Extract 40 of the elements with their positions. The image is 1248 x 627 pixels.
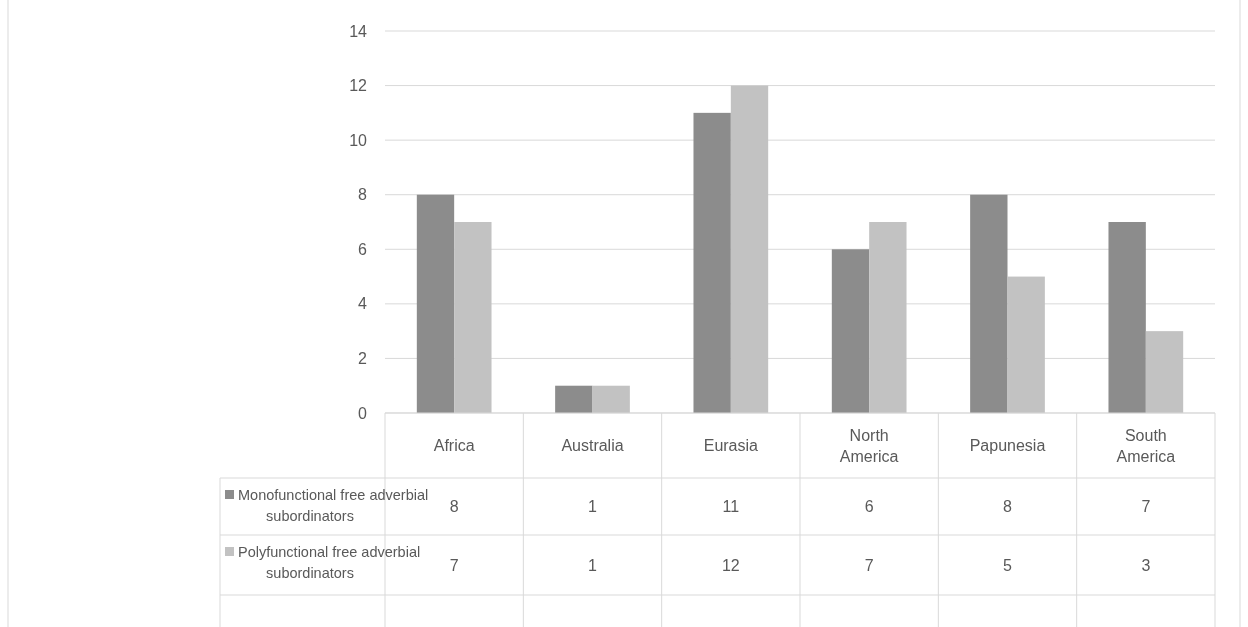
bar (831, 249, 870, 413)
data-label: 11 (722, 498, 740, 516)
bar (970, 194, 1008, 413)
bar (1145, 331, 1184, 413)
bar (693, 112, 731, 413)
legend-label: Polyfunctional free adverbial subordinators (238, 544, 421, 582)
bar (416, 194, 455, 413)
legend-label: Monofunctional free adverbial subordinators (238, 487, 429, 525)
data-label: 12 (721, 556, 740, 574)
data-label: 1 (588, 498, 598, 516)
y-tick-label: 10 (349, 131, 368, 149)
bar (730, 85, 769, 413)
x-tick-label: South America (1116, 427, 1176, 466)
data-label: 7 (1141, 498, 1151, 516)
y-tick-label: 8 (358, 186, 368, 204)
x-tick-label: Papunesia (969, 437, 1046, 455)
y-tick-label: 12 (349, 77, 368, 95)
data-label: 7 (864, 556, 874, 574)
x-tick-label: Eurasia (703, 437, 759, 455)
y-tick-label: 4 (358, 295, 368, 313)
data-label: 8 (1003, 498, 1013, 516)
data-label: 8 (449, 498, 459, 516)
data-label: 1 (588, 556, 598, 574)
data-label: 7 (449, 556, 459, 574)
data-label: 6 (864, 498, 874, 516)
data-label: 3 (1141, 556, 1151, 574)
y-tick-label: 2 (358, 350, 368, 368)
bar (1108, 222, 1146, 413)
bar (592, 385, 630, 413)
bar (454, 222, 492, 413)
bar (555, 385, 593, 413)
x-tick-label: Australia (561, 437, 624, 455)
data-label: 5 (1003, 556, 1013, 574)
y-tick-label: 0 (358, 404, 368, 422)
bar (1007, 276, 1045, 413)
x-tick-label: North America (839, 427, 899, 466)
x-tick-label: Africa (433, 437, 475, 455)
y-tick-label: 6 (358, 240, 368, 258)
bar (869, 222, 907, 413)
y-tick-label: 14 (349, 22, 368, 40)
